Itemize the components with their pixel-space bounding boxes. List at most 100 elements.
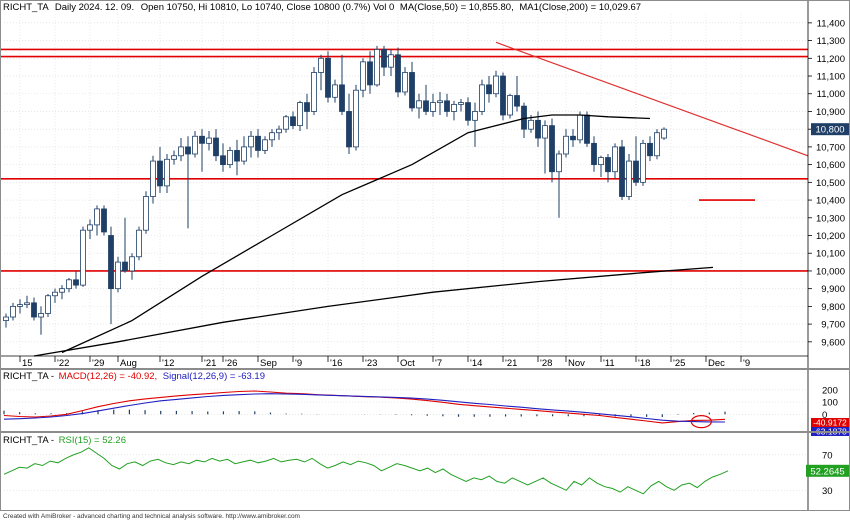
- candle-up: [416, 100, 422, 109]
- x-axis-label: '21: [505, 358, 517, 369]
- candle-up: [360, 61, 366, 91]
- candle-up: [94, 208, 100, 226]
- candle-up: [402, 72, 408, 93]
- candle-up: [129, 256, 135, 272]
- candle-up: [3, 316, 9, 321]
- candle-down: [220, 155, 226, 166]
- candle-down: [549, 125, 555, 173]
- price-tag: 10,800: [815, 125, 844, 136]
- macd-crossover-marker: [690, 415, 712, 429]
- candle-up: [150, 160, 156, 197]
- candle-down: [381, 49, 387, 68]
- candle-up: [542, 125, 548, 139]
- price-axis-label: 9,700: [821, 320, 845, 331]
- candle-up: [136, 229, 142, 258]
- candle-up: [374, 49, 380, 86]
- candle-up: [192, 135, 198, 155]
- candle-down: [570, 135, 576, 141]
- price-axis-label: 9,900: [821, 284, 845, 295]
- candle-down: [395, 54, 401, 93]
- price-axis-label: 10,400: [816, 196, 845, 207]
- price-axis-label: 10,700: [816, 142, 845, 153]
- rsi-tag: 52.2645: [810, 466, 844, 477]
- candle-up: [17, 304, 23, 307]
- candle-up: [241, 146, 247, 162]
- candle-up: [248, 135, 254, 148]
- candle-up: [388, 54, 394, 68]
- candle-up: [297, 102, 303, 127]
- candle-down: [605, 157, 611, 173]
- candle-up: [507, 95, 513, 116]
- price-reference-lines: [0, 41, 809, 272]
- x-axis-label: Nov: [568, 358, 585, 369]
- x-axis-label: '29: [92, 358, 104, 369]
- candle-down: [234, 150, 240, 162]
- candle-up: [171, 155, 177, 160]
- x-axis-label: Oct: [400, 358, 415, 369]
- axes: 9,600 9,700 9,800 9,900 10,000 10,100 10,200 10…: [0, 0, 845, 510]
- x-axis-label: '23: [365, 358, 377, 369]
- price-axis-label: 9,800: [821, 302, 845, 313]
- candle-up: [115, 261, 121, 290]
- candle-down: [486, 84, 492, 95]
- macd-tag-box: [811, 418, 849, 427]
- rsi-axis-label: 70: [822, 450, 833, 461]
- x-axis-label: '18: [638, 358, 650, 369]
- candle-up: [493, 75, 499, 95]
- candle-down: [101, 208, 107, 233]
- candle-up: [318, 57, 324, 73]
- price-axis-label: 11,300: [817, 36, 845, 47]
- macd-header-macd: MACD(12,26) = -40.92,: [59, 371, 157, 382]
- price-axis-label: 11,400: [817, 18, 845, 29]
- candle-down: [591, 142, 597, 166]
- candle-up: [178, 146, 184, 157]
- x-axis-label: '16: [330, 358, 342, 369]
- candle-up: [269, 132, 275, 141]
- candle-down: [409, 72, 415, 109]
- rsi-header: RICHT_TA - RSI(15) = 52.26: [3, 435, 126, 446]
- x-axis-label: 15: [22, 358, 33, 369]
- candle-down: [584, 114, 590, 144]
- candle-down: [325, 57, 331, 98]
- candle-up: [472, 111, 478, 121]
- x-axis-label: Aug: [120, 358, 137, 369]
- x-axis-label: '22: [57, 358, 69, 369]
- trend-line: [495, 41, 809, 157]
- candle-down: [346, 111, 352, 148]
- x-axis-label: '11: [603, 358, 615, 369]
- candle-up: [206, 137, 212, 144]
- candle-down: [619, 146, 625, 197]
- candle-down: [514, 95, 520, 107]
- x-axis-label: '26: [225, 358, 237, 369]
- candle-up: [276, 128, 282, 134]
- candle-up: [654, 132, 660, 157]
- price-axis-label: 10,500: [816, 178, 845, 189]
- price-axis-label: 10,600: [816, 160, 845, 171]
- candle-up: [66, 279, 72, 290]
- candle-up: [612, 146, 618, 173]
- ma200-line: [33, 266, 714, 357]
- x-axis-label: '28: [540, 358, 552, 369]
- candle-up: [577, 114, 583, 141]
- candle-up: [38, 313, 44, 318]
- x-axis-label: Sep: [260, 358, 277, 369]
- header-ma200: MA1(Close,200) = 10,029.67: [519, 2, 641, 13]
- candle-up: [45, 295, 51, 314]
- macd-header-signal: Signal(12,26,9) = -63.19: [163, 371, 265, 382]
- candle-down: [339, 84, 345, 112]
- x-axis-label: '25: [673, 358, 685, 369]
- candle-up: [626, 160, 632, 197]
- candle-up: [227, 150, 233, 166]
- macd-series: [3, 390, 726, 429]
- x-axis-label: '14: [470, 358, 482, 369]
- x-axis-label: '21: [204, 358, 216, 369]
- candle-up: [479, 84, 485, 112]
- candle-down: [465, 102, 471, 121]
- candle-down: [444, 100, 450, 112]
- candle-up: [437, 100, 443, 104]
- candle-up: [262, 139, 268, 151]
- candle-down: [73, 279, 79, 286]
- candle-up: [80, 229, 86, 286]
- candle-up: [598, 157, 604, 166]
- signal-line: [3, 393, 726, 423]
